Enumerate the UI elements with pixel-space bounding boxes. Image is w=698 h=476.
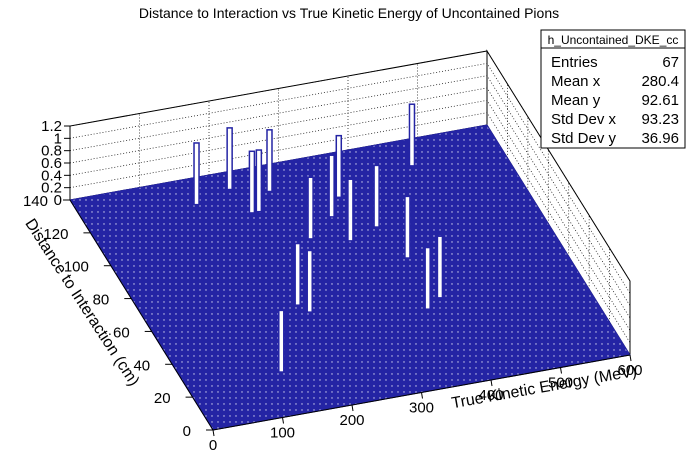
x-tick	[629, 354, 632, 362]
stats-label: Mean y	[551, 92, 601, 109]
stats-box: h_Uncontained_DKE_cc Entries 67 Mean x 280.…	[540, 29, 686, 149]
z-tick-label: 1.2	[41, 118, 62, 135]
y-tick-label: 80	[93, 292, 110, 309]
bar	[306, 249, 313, 313]
stats-value: 280.4	[641, 73, 679, 90]
bar	[294, 242, 301, 306]
x-tick-label: 400	[478, 387, 503, 404]
x-tick	[560, 367, 562, 374]
bar	[424, 246, 431, 310]
grid-line	[69, 75, 631, 306]
x-tick-label: 200	[339, 412, 364, 429]
bar	[255, 149, 263, 213]
x-tick-label: 100	[270, 425, 295, 442]
y-tick-label: 0	[183, 423, 191, 440]
bar	[226, 127, 233, 191]
x-tick	[421, 392, 423, 399]
stats-value: 36.96	[641, 130, 679, 147]
bar	[335, 134, 343, 199]
x-tick-label: 600	[617, 362, 642, 379]
y-tick-label: 120	[43, 226, 68, 243]
z-tick-label: 0.6	[41, 155, 62, 172]
z-tick-label: 0.4	[41, 167, 62, 184]
stats-value: 92.61	[641, 92, 679, 109]
x-tick-label: 0	[209, 437, 217, 454]
stats-value: 67	[662, 54, 679, 71]
bar	[307, 176, 314, 240]
y-tick-label: 60	[113, 324, 130, 341]
bar	[266, 129, 273, 193]
z-tick-label: 1	[54, 130, 62, 147]
y-axis	[69, 199, 214, 431]
bar	[278, 309, 285, 373]
y-tick-label: 40	[133, 357, 150, 374]
y-tick-label: 20	[154, 390, 171, 407]
bar	[404, 195, 411, 259]
stats-label: Entries	[551, 54, 598, 71]
grid-line	[69, 62, 631, 294]
z-tick-label: 0.2	[41, 180, 62, 197]
z-tick-label: 0	[54, 192, 62, 209]
stats-label: Std Dev y	[551, 130, 617, 147]
x-tick	[282, 417, 284, 424]
x-tick-label: 500	[548, 375, 573, 392]
z-tick-label: 0.8	[41, 143, 62, 160]
stats-label: Std Dev x	[551, 111, 617, 128]
x-tick	[212, 429, 215, 437]
y-tick-label: 100	[64, 259, 89, 276]
chart-title: Distance to Interaction vs True Kinetic …	[139, 5, 559, 21]
x-tick-label: 300	[409, 400, 434, 417]
bar	[347, 178, 354, 242]
bar	[328, 154, 335, 218]
x-tick	[490, 379, 493, 387]
stats-title: h_Uncontained_DKE_cc	[548, 33, 679, 47]
bar	[373, 164, 380, 228]
stats-frame	[540, 29, 686, 149]
bar	[193, 142, 200, 206]
stats-label: Mean x	[551, 73, 601, 90]
bar	[436, 235, 444, 299]
stats-value: 93.23	[641, 111, 679, 128]
bar	[408, 103, 416, 167]
bar	[248, 150, 256, 214]
y-tick-label: 140	[23, 193, 48, 210]
x-tick	[351, 404, 354, 412]
grid-line	[69, 50, 631, 282]
